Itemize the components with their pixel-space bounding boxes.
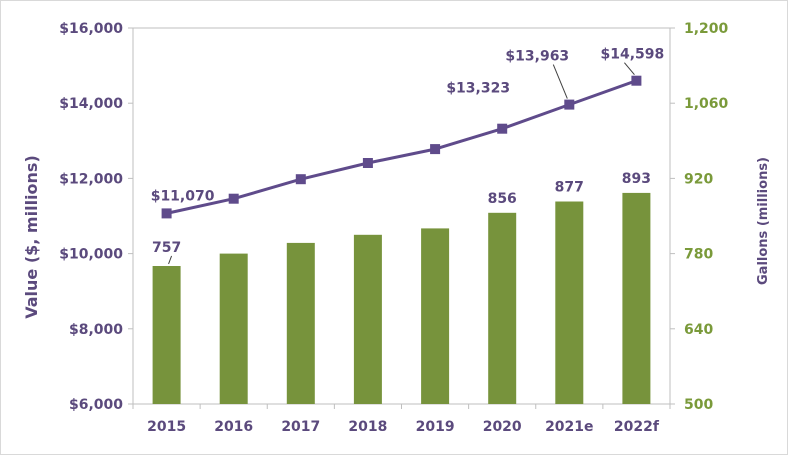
left-tick-label: $10,000	[59, 247, 123, 263]
bar-2017	[286, 242, 315, 404]
bar-value-label-2015: 757	[152, 240, 181, 256]
left-tick-label: $14,000	[59, 96, 123, 112]
bar-2021e	[555, 201, 584, 404]
bar-2016	[219, 253, 248, 404]
right-tick-label: 780	[684, 247, 713, 263]
line-marker-2020	[497, 123, 508, 134]
x-tick-label-2015: 2015	[147, 419, 186, 435]
line-marker-2019	[430, 144, 441, 155]
line-value-label-2015: $11,070	[151, 188, 215, 204]
right-axis-title: Gallons (millions)	[756, 157, 771, 285]
bar-2022f	[622, 192, 651, 404]
left-tick-label: $6,000	[69, 397, 123, 413]
left-tick-label: $8,000	[69, 322, 123, 338]
line-marker-2018	[362, 158, 373, 168]
right-axis-ticks: 500 640 780 920 1,060 1,200	[670, 21, 729, 413]
x-tick-label-2017: 2017	[281, 419, 320, 435]
value-line	[166, 79, 637, 215]
line-marker-2015	[161, 208, 172, 219]
x-tick-label-2020: 2020	[483, 419, 522, 435]
bar-2018	[353, 234, 382, 404]
x-tick-label-2022f: 2022f	[614, 419, 660, 435]
bar-value-label-2021e: 877	[555, 180, 584, 196]
line-marker-2021e	[564, 99, 575, 110]
leader-line-bar-2015	[168, 255, 173, 265]
x-tick-label-2019: 2019	[416, 419, 455, 435]
x-tick-label-2018: 2018	[348, 419, 387, 435]
x-tick-label-2016: 2016	[214, 419, 253, 435]
right-tick-label: 1,060	[684, 96, 729, 112]
line-marker-2022f	[631, 75, 642, 86]
bar-2015	[152, 266, 181, 404]
data-labels-layer: $11,070 $13,323 $13,963 $14,598 757 856 877 893	[151, 47, 665, 265]
bar-value-label-2022f: 893	[622, 171, 651, 187]
right-tick-label: 920	[684, 171, 713, 187]
bar-2019	[421, 228, 450, 404]
right-tick-label: 500	[684, 397, 713, 413]
line-marker-2017	[295, 174, 306, 185]
markers-layer	[161, 75, 642, 219]
right-tick-label: 640	[684, 322, 713, 338]
leader-line-2021e	[552, 64, 568, 99]
x-tick-label-2021e: 2021e	[545, 419, 593, 435]
line-layer	[166, 79, 637, 215]
line-value-label-2022f: $14,598	[601, 47, 665, 63]
left-axis-title: Value ($, millions)	[22, 155, 41, 319]
line-value-label-2021e: $13,963	[505, 49, 569, 65]
left-tick-label: $16,000	[59, 21, 123, 37]
x-axis-ticks: 2015 2016 2017 2018 2019 2020 2021e 2022f	[132, 404, 671, 435]
plot-area-frame	[132, 27, 671, 405]
bar-2020	[488, 212, 517, 404]
line-marker-2016	[228, 193, 239, 204]
left-tick-label: $12,000	[59, 171, 123, 187]
leader-line-2022f	[624, 62, 635, 76]
bar-value-label-2020: 856	[488, 191, 517, 207]
line-value-label-2020: $13,323	[446, 81, 510, 97]
bars-layer	[152, 192, 651, 404]
left-axis-ticks: $6,000 $8,000 $10,000 $12,000 $14,000 $16,000	[59, 21, 133, 413]
right-tick-label: 1,200	[684, 21, 729, 37]
